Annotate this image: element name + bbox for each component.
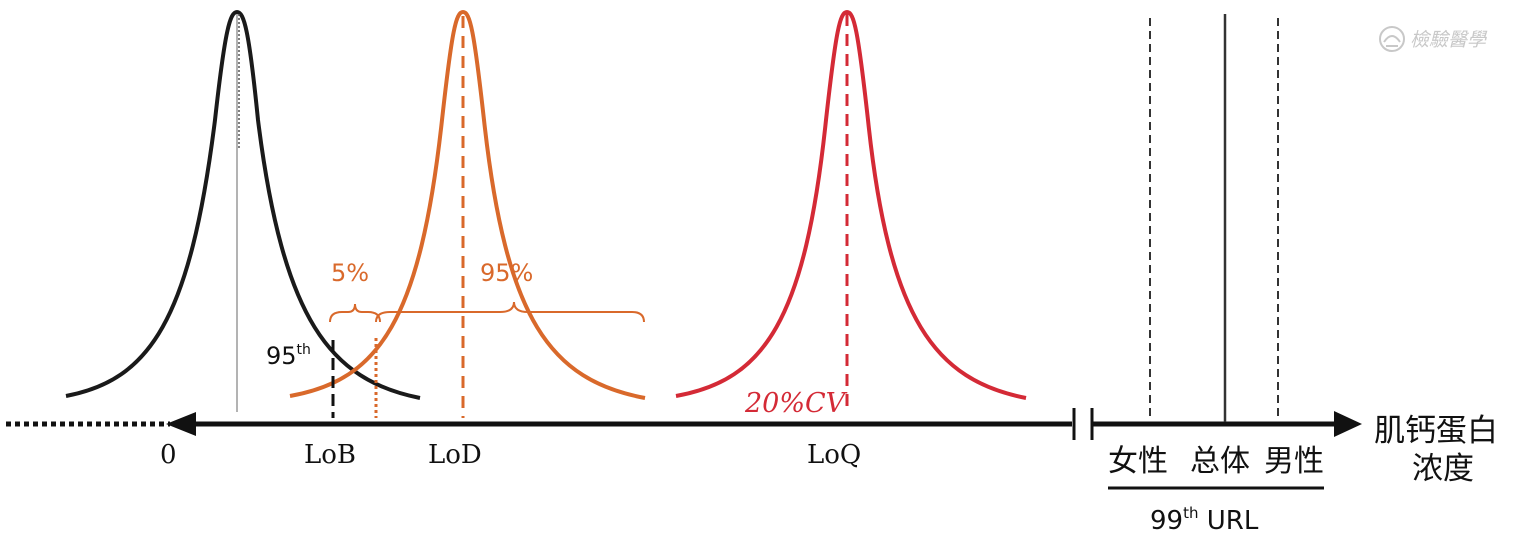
label-male: 男性 [1264,444,1324,479]
label-zero: 0 [160,440,177,470]
loq-distribution-curve [675,9,1027,400]
label-99th-base: 99 [1150,506,1183,536]
label-pct-5: 5% [331,259,369,287]
axis-title-line1: 肌钙蛋白 [1374,413,1498,449]
brace-5-percent [329,303,381,323]
label-pct-95: 95% [480,259,533,287]
label-overall: 总体 [1190,444,1250,479]
blank-distribution-curve [65,9,421,400]
axis-right-arrowhead [1334,411,1362,437]
label-95th-base: 95 [266,342,297,370]
label-female: 女性 [1108,444,1168,479]
label-url-suffix: URL [1198,506,1258,536]
label-lob: LoB [304,440,356,470]
axis-title-line2: 浓度 [1412,451,1474,487]
label-loq: LoQ [807,440,861,470]
label-lod: LoD [428,440,482,470]
watermark-text: 檢驗醫學 [1410,29,1488,51]
lod-distribution-curve [289,9,646,400]
watermark: 檢驗醫學 [1379,26,1488,52]
axis-left-arrowhead [166,412,196,436]
label-95th: 95th [266,342,311,370]
logo-seal-icon [1379,26,1405,52]
brace-95-percent [375,301,645,323]
label-95th-sup: th [297,342,311,358]
label-20-cv: 20%CV [744,388,848,419]
label-99th-url: 99th URL [1150,504,1259,536]
label-99th-sup: th [1183,504,1198,522]
